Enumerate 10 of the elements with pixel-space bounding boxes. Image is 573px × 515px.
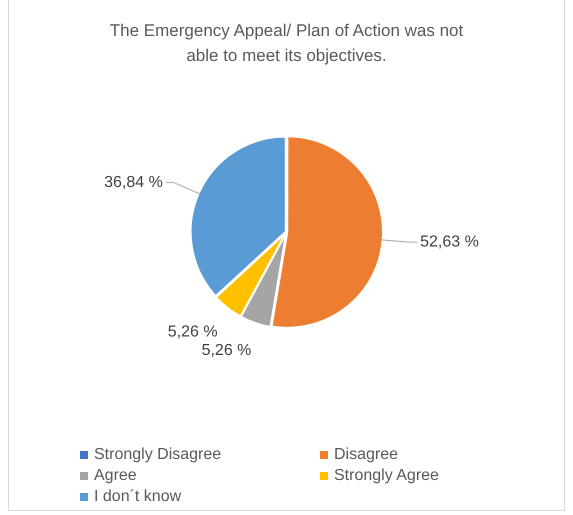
legend-label: Strongly Disagree bbox=[94, 445, 222, 465]
data-label: 5,26 % bbox=[168, 324, 218, 341]
legend-label: Strongly Agree bbox=[334, 466, 439, 486]
legend-label: Agree bbox=[94, 466, 137, 486]
data-label: 36,84 % bbox=[104, 174, 163, 192]
legend-label: Disagree bbox=[334, 445, 398, 465]
chart-title: The Emergency Appeal/ Plan of Action was not able to meet its objectives. bbox=[108, 20, 464, 67]
data-label: 52,63 % bbox=[420, 234, 479, 251]
legend-label: I don´t know bbox=[94, 487, 182, 507]
data-label: 5,26 % bbox=[202, 342, 252, 360]
